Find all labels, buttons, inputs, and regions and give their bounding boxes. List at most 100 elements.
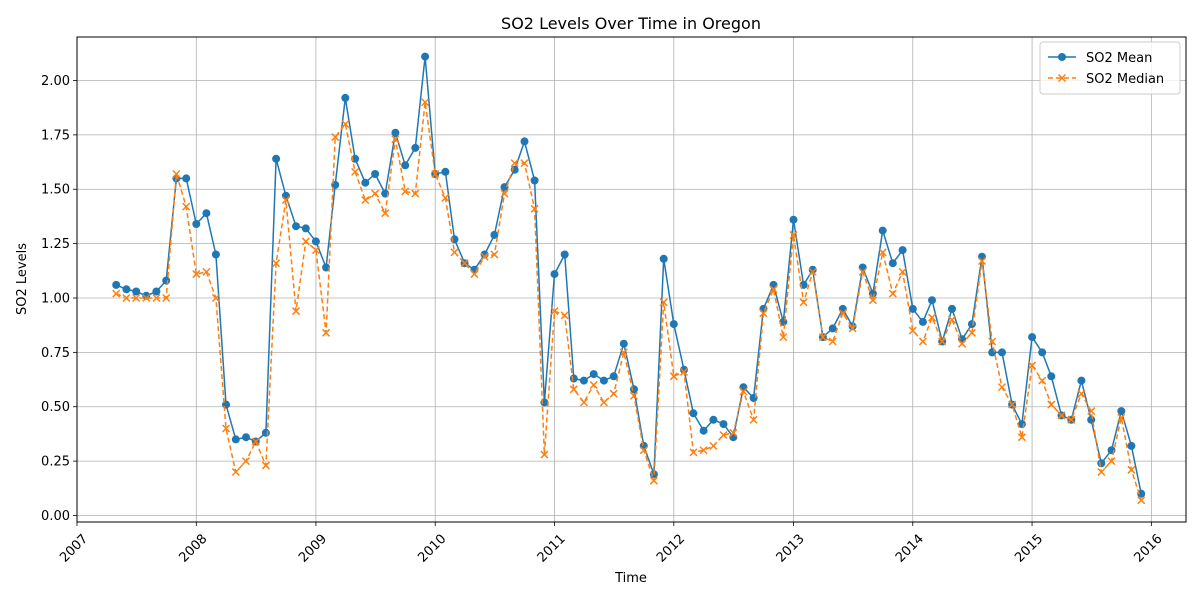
data-point <box>599 398 608 407</box>
data-point <box>858 263 867 272</box>
data-point <box>569 385 578 394</box>
data-point <box>988 337 997 346</box>
data-point <box>500 183 509 192</box>
data-point <box>838 304 847 313</box>
x-axis-label: Time <box>614 571 647 586</box>
data-point <box>739 383 748 392</box>
data-point <box>292 222 300 231</box>
data-point <box>391 128 400 137</box>
data-point <box>967 328 976 337</box>
data-point <box>998 348 1006 357</box>
data-point <box>192 220 201 228</box>
data-point <box>560 250 569 259</box>
y-tick-label: 0.00 <box>41 509 70 524</box>
data-point <box>1067 415 1076 424</box>
legend-median-marker <box>1057 73 1067 83</box>
data-point <box>1087 407 1096 416</box>
data-point <box>341 119 350 129</box>
data-point <box>699 426 708 435</box>
data-point <box>997 383 1007 392</box>
data-point <box>182 174 191 183</box>
data-point <box>1057 411 1066 420</box>
data-point <box>421 98 430 107</box>
data-point <box>589 370 598 379</box>
data-point <box>967 320 976 329</box>
legend: SO2 Mean SO2 Median <box>1039 41 1181 95</box>
data-point <box>431 169 440 179</box>
data-point <box>272 154 281 163</box>
data-point <box>579 376 588 385</box>
data-point <box>391 135 400 144</box>
y-tick-label: 1.00 <box>41 291 70 306</box>
chart-title: SO2 Levels Over Time in Oregon <box>501 14 761 33</box>
data-point <box>689 448 698 457</box>
data-point <box>569 374 578 383</box>
data-point <box>202 267 211 276</box>
data-point <box>1117 413 1126 422</box>
data-point <box>500 189 509 198</box>
data-point <box>878 226 887 235</box>
legend-mean-marker <box>1058 53 1066 61</box>
data-point <box>132 293 141 303</box>
data-point <box>530 204 539 213</box>
data-point <box>779 333 788 342</box>
data-point <box>908 326 917 335</box>
data-point <box>888 289 897 298</box>
data-point <box>351 167 360 176</box>
series-line <box>115 101 1142 501</box>
data-point <box>530 176 539 185</box>
data-point <box>719 430 728 440</box>
data-point <box>808 267 817 276</box>
data-point <box>152 293 161 303</box>
data-point <box>679 367 688 376</box>
legend-median-label: SO2 Median <box>1086 72 1164 87</box>
data-point <box>799 298 808 307</box>
data-point <box>1117 407 1126 416</box>
data-point <box>291 307 301 316</box>
data-point <box>1047 372 1056 381</box>
data-point <box>1077 376 1086 385</box>
data-point <box>411 189 420 198</box>
data-point <box>341 93 350 102</box>
data-point <box>401 161 410 170</box>
data-point <box>898 267 907 276</box>
series-layer <box>112 52 1146 505</box>
data-point <box>261 461 270 470</box>
data-point <box>441 167 450 176</box>
data-point <box>311 246 320 255</box>
data-point <box>759 309 768 318</box>
y-tick-label: 0.50 <box>41 400 70 415</box>
data-point <box>242 433 250 442</box>
y-tick-label: 0.75 <box>41 346 70 361</box>
data-point <box>122 285 131 294</box>
data-point <box>1028 333 1037 342</box>
data-point <box>868 296 877 305</box>
y-tick-label: 0.25 <box>41 455 70 470</box>
data-point <box>609 389 618 398</box>
data-point <box>371 170 380 178</box>
data-point <box>520 159 529 168</box>
legend-mean-label: SO2 Mean <box>1086 51 1152 66</box>
data-point <box>888 259 897 268</box>
y-tick-label: 1.75 <box>41 128 70 143</box>
data-point <box>808 265 817 274</box>
data-point <box>619 339 628 348</box>
data-point <box>1008 400 1017 409</box>
data-point <box>211 250 220 259</box>
data-point <box>550 307 559 316</box>
data-point <box>1047 400 1056 409</box>
y-tick-label: 1.25 <box>41 237 70 252</box>
data-point <box>838 309 847 318</box>
plot-frame <box>76 36 1187 523</box>
data-point <box>112 280 121 289</box>
data-point <box>272 259 281 268</box>
y-tick-label: 1.50 <box>41 183 70 198</box>
data-point <box>878 248 887 257</box>
data-point <box>729 428 738 437</box>
data-point <box>1077 389 1086 398</box>
data-point <box>928 313 937 322</box>
data-point <box>261 428 270 437</box>
data-point <box>680 365 688 374</box>
data-point <box>619 348 628 357</box>
data-point <box>669 372 678 381</box>
